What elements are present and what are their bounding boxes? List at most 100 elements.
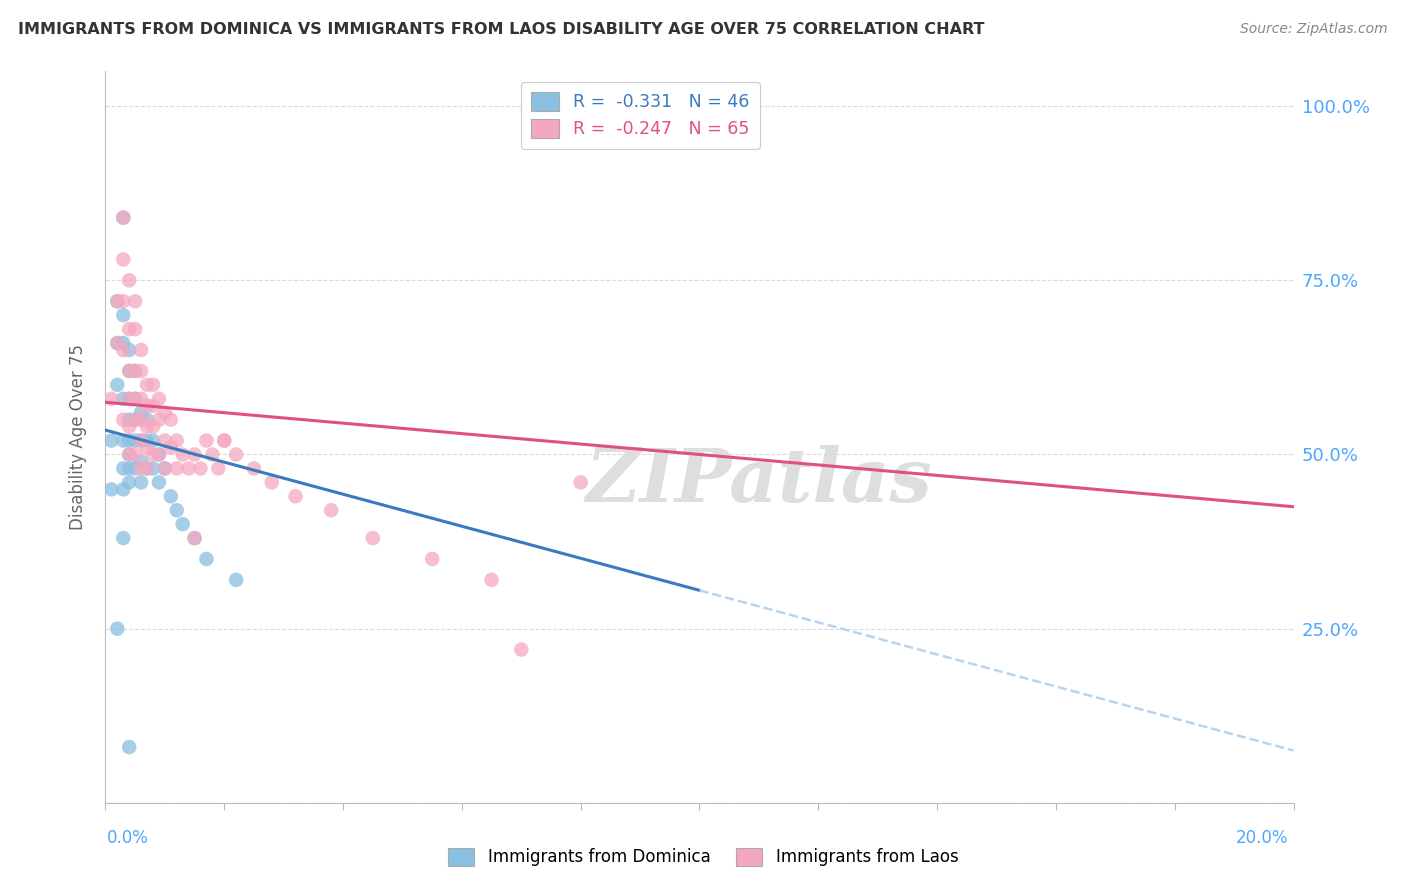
Point (142, 461, 165, 475)
Point (105, 377, 128, 392)
Point (112, 531, 135, 545)
Point (129, 392, 152, 406)
Point (100, 392, 122, 406)
Point (118, 434, 141, 448)
Point (100, 434, 122, 448)
Point (159, 489, 181, 503)
Point (129, 406, 152, 420)
Point (481, 573, 503, 587)
Point (112, 483, 135, 497)
Point (129, 343, 152, 357)
Point (105, 294, 128, 309)
Point (225, 448, 247, 462)
Point (118, 448, 141, 462)
Point (569, 475, 592, 490)
Point (172, 517, 194, 532)
Point (124, 294, 146, 309)
Point (284, 489, 307, 503)
Point (166, 434, 188, 448)
Point (112, 412, 135, 426)
Point (153, 461, 176, 475)
Point (112, 211, 135, 225)
Point (124, 364, 146, 378)
Point (105, 336, 128, 351)
Point (142, 399, 165, 413)
Point (118, 412, 141, 426)
Point (118, 364, 141, 378)
Point (118, 392, 141, 406)
Point (201, 448, 224, 462)
Point (118, 461, 141, 475)
Point (159, 441, 181, 455)
Point (136, 434, 159, 448)
Point (136, 412, 159, 426)
Point (112, 434, 135, 448)
Point (118, 322, 141, 336)
Point (124, 412, 146, 426)
Point (124, 322, 146, 336)
Text: IMMIGRANTS FROM DOMINICA VS IMMIGRANTS FROM LAOS DISABILITY AGE OVER 75 CORRELAT: IMMIGRANTS FROM DOMINICA VS IMMIGRANTS F… (18, 22, 984, 37)
Point (420, 552, 443, 566)
Point (129, 454, 152, 468)
Point (129, 434, 152, 448)
Point (129, 461, 152, 475)
Y-axis label: Disability Age Over 75: Disability Age Over 75 (69, 344, 87, 530)
Point (183, 448, 205, 462)
Point (510, 642, 533, 657)
Point (183, 531, 205, 545)
Point (118, 364, 141, 378)
Point (148, 448, 170, 462)
Point (148, 392, 170, 406)
Point (136, 461, 159, 475)
Text: ZIPatlas: ZIPatlas (585, 445, 932, 517)
Point (124, 412, 146, 426)
Point (112, 308, 135, 322)
Point (260, 475, 283, 490)
Text: Source: ZipAtlas.com: Source: ZipAtlas.com (1240, 22, 1388, 37)
Point (136, 441, 159, 455)
Point (118, 448, 141, 462)
Point (243, 461, 266, 475)
Point (118, 419, 141, 434)
Point (361, 531, 384, 545)
Point (142, 448, 165, 462)
Point (142, 419, 165, 434)
Point (118, 273, 141, 287)
Point (172, 448, 194, 462)
Point (105, 336, 128, 351)
Point (153, 406, 176, 420)
Point (195, 552, 218, 566)
Point (112, 343, 135, 357)
Point (118, 475, 141, 490)
Text: 20.0%: 20.0% (1236, 829, 1288, 847)
Point (112, 211, 135, 225)
Point (118, 392, 141, 406)
Point (100, 483, 122, 497)
Point (118, 740, 141, 755)
Point (148, 475, 170, 490)
Point (112, 461, 135, 475)
Legend: R =  -0.331   N = 46, R =  -0.247   N = 65: R = -0.331 N = 46, R = -0.247 N = 65 (520, 81, 759, 149)
Point (124, 434, 146, 448)
Point (118, 343, 141, 357)
Point (153, 434, 176, 448)
Point (124, 461, 146, 475)
Point (112, 392, 135, 406)
Point (136, 399, 159, 413)
Point (148, 448, 170, 462)
Point (177, 461, 200, 475)
Point (124, 392, 146, 406)
Point (166, 461, 188, 475)
Point (142, 434, 165, 448)
Point (214, 434, 236, 448)
Point (136, 461, 159, 475)
Point (166, 503, 188, 517)
Point (112, 336, 135, 351)
Point (321, 503, 343, 517)
Point (183, 531, 205, 545)
Point (124, 364, 146, 378)
Point (112, 252, 135, 267)
Point (136, 377, 159, 392)
Point (124, 448, 146, 462)
Point (159, 412, 181, 426)
